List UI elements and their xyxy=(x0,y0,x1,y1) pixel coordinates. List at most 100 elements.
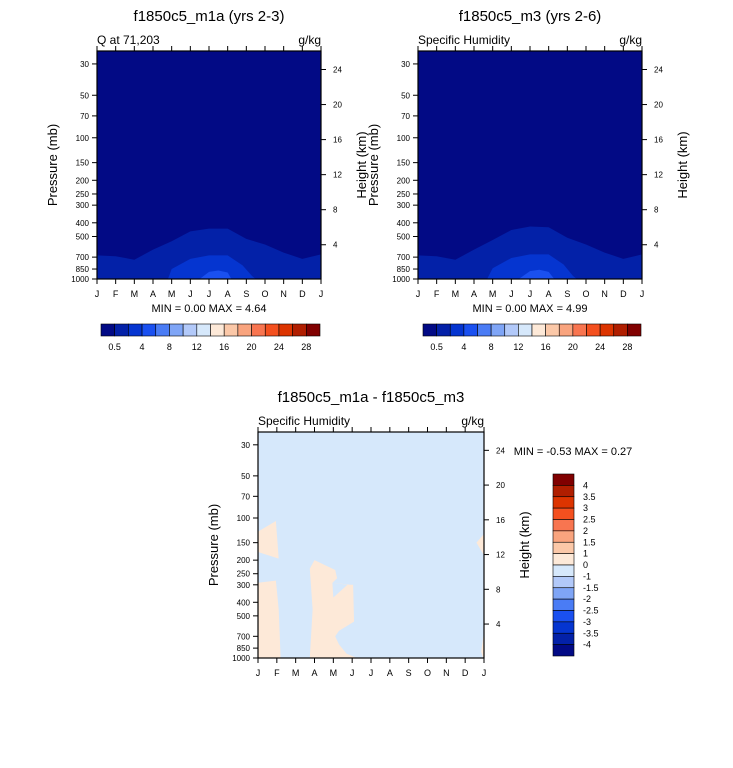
month-label: S xyxy=(564,289,570,299)
pressure-label: 400 xyxy=(237,598,251,607)
pressure-label: 30 xyxy=(401,60,410,69)
contour-region xyxy=(332,582,348,598)
height-label: 20 xyxy=(654,101,663,110)
month-label: J xyxy=(95,289,100,299)
month-label: N xyxy=(443,668,450,678)
height-label: 16 xyxy=(654,136,663,145)
month-label: M xyxy=(292,668,300,678)
month-label: A xyxy=(225,289,231,299)
colorbar-label: -2 xyxy=(583,594,591,604)
month-label: M xyxy=(452,289,460,299)
height-label: 8 xyxy=(654,206,659,215)
height-label: 12 xyxy=(496,551,505,560)
pressure-label: 30 xyxy=(241,441,250,450)
colorbar-label: 4 xyxy=(140,342,145,352)
month-label: J xyxy=(509,289,514,299)
height-label: 8 xyxy=(496,585,501,594)
colorbar-label: 2.5 xyxy=(583,515,596,525)
plot-subtitle: Specific Humidity xyxy=(418,33,510,47)
colorbar-box xyxy=(292,323,307,337)
colorbar-label: 20 xyxy=(247,342,257,352)
colorbar-label: -4 xyxy=(583,640,591,650)
plot-units: g/kg xyxy=(619,33,642,47)
pressure-label: 100 xyxy=(76,134,90,143)
month-label: M xyxy=(168,289,176,299)
colorbar-box xyxy=(552,496,575,509)
colorbar-box xyxy=(490,323,506,337)
pressure-label: 30 xyxy=(80,60,89,69)
month-label: J xyxy=(482,668,487,678)
colorbar-box xyxy=(552,507,575,520)
colorbar-label: 0.5 xyxy=(108,342,121,352)
colorbar-label: 16 xyxy=(219,342,229,352)
pressure-label: 70 xyxy=(80,112,89,121)
colorbar-label: 4 xyxy=(461,342,466,352)
colorbar-box xyxy=(552,473,575,486)
colorbar-box xyxy=(422,323,437,337)
contour-region xyxy=(476,533,484,556)
contour-region xyxy=(97,228,321,279)
y-axis-label: Pressure (mb) xyxy=(206,504,221,586)
height-label: 12 xyxy=(654,171,663,180)
pressure-label: 1000 xyxy=(71,275,89,284)
colorbar-box xyxy=(182,323,198,337)
contour-region xyxy=(167,255,256,279)
contour-region xyxy=(199,270,232,279)
pressure-label: 700 xyxy=(76,253,90,262)
pressure-label: 300 xyxy=(76,201,90,210)
colorbar-box xyxy=(552,598,575,611)
pressure-label: 200 xyxy=(397,176,411,185)
pressure-label: 700 xyxy=(237,632,251,641)
colorbar-box xyxy=(552,530,575,543)
month-label: J xyxy=(640,289,645,299)
contour-region xyxy=(481,631,484,658)
colorbar-label: 4 xyxy=(583,480,588,490)
month-label: A xyxy=(150,289,156,299)
plot-subtitle: Q at 71,203 xyxy=(97,33,160,47)
colorbar-box xyxy=(463,323,478,337)
colorbar-label: 8 xyxy=(167,342,172,352)
month-label: N xyxy=(601,289,608,299)
colorbar-box xyxy=(449,323,465,337)
colorbar-label: -2.5 xyxy=(583,606,599,616)
colorbar-box xyxy=(264,323,280,337)
month-label: M xyxy=(330,668,338,678)
height-label: 20 xyxy=(496,481,505,490)
pressure-label: 250 xyxy=(76,190,90,199)
colorbar-label: 8 xyxy=(489,342,494,352)
month-label: A xyxy=(387,668,393,678)
colorbar-label: 1.5 xyxy=(583,537,596,547)
colorbar-label: 24 xyxy=(274,342,284,352)
height-label: 8 xyxy=(333,206,338,215)
month-label: M xyxy=(131,289,139,299)
colorbar-box xyxy=(545,323,560,337)
month-label: F xyxy=(274,668,280,678)
plot-units: g/kg xyxy=(461,414,484,428)
colorbar-box xyxy=(627,323,642,337)
plot-title: f1850c5_m1a - f1850c5_m3 xyxy=(278,389,465,406)
colorbar-label: 3 xyxy=(583,503,588,513)
colorbar-box xyxy=(436,323,451,337)
month-label: D xyxy=(299,289,306,299)
pressure-label: 250 xyxy=(237,570,251,579)
pressure-label: 70 xyxy=(241,492,250,501)
contour-region xyxy=(258,580,281,658)
colorbar-box xyxy=(237,323,252,337)
colorbar-box xyxy=(141,323,157,337)
colorbar-box xyxy=(223,323,239,337)
pressure-label: 100 xyxy=(397,134,411,143)
colorbar-box xyxy=(504,323,519,337)
pressure-label: 500 xyxy=(237,612,251,621)
colorbar-box xyxy=(518,323,533,337)
month-label: A xyxy=(546,289,552,299)
pressure-label: 200 xyxy=(237,556,251,565)
colorbar-box xyxy=(306,323,321,337)
colorbar-box xyxy=(552,576,575,589)
colorbar-box xyxy=(100,323,115,337)
colorbar-label: 28 xyxy=(622,342,632,352)
pressure-label: 200 xyxy=(76,176,90,185)
y-axis-label-right: Height (km) xyxy=(354,131,369,198)
pressure-label: 100 xyxy=(237,514,251,523)
colorbar-box xyxy=(196,323,211,337)
colorbar-box xyxy=(155,323,170,337)
